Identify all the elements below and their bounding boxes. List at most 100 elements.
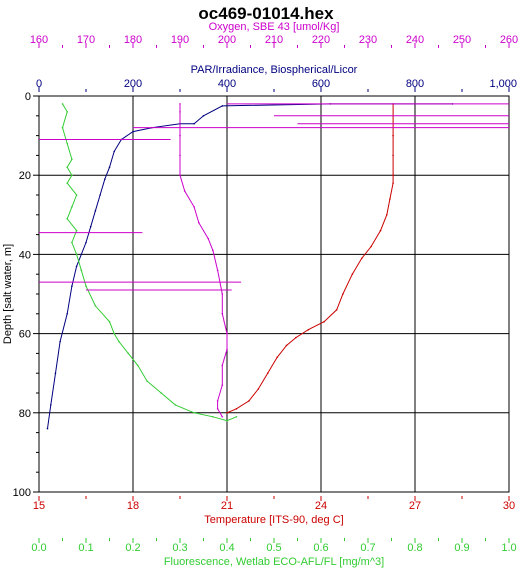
series-point-fluorescence — [193, 412, 195, 414]
series-point-par — [89, 225, 92, 228]
series-point-oxygen — [216, 400, 219, 402]
series-point-oxygen — [179, 134, 181, 137]
series-point-temperature — [307, 328, 310, 331]
series-point-temperature — [323, 320, 325, 323]
series-point-oxygen — [179, 174, 181, 176]
series-point-fluorescence — [61, 126, 64, 129]
y-axis-label: Depth [salt water, m] — [2, 244, 14, 344]
series-point-oxygen — [221, 384, 224, 386]
x-tick-label-fluorescence: 0.0 — [31, 542, 46, 554]
x-tick-label-fluorescence: 0.3 — [172, 542, 187, 554]
x-tick-label-fluorescence: 0.1 — [78, 542, 93, 554]
series-point-par — [75, 265, 78, 268]
series-point-fluorescence — [61, 103, 64, 105]
series-point-fluorescence — [127, 352, 130, 355]
series-point-fluorescence — [66, 166, 68, 169]
x-tick-label-temperature: 15 — [33, 500, 45, 512]
series-point-oxygen — [212, 249, 214, 252]
x-tick-label-fluorescence: 0.2 — [125, 542, 140, 554]
series-point-fluorescence — [174, 404, 177, 406]
series-point-fluorescence — [136, 364, 139, 367]
series-point-oxygen — [179, 111, 181, 113]
series-line-oxygen — [179, 103, 228, 418]
x-tick-label-oxygen: 200 — [218, 34, 236, 46]
series-point-fluorescence — [66, 182, 68, 184]
series-point-par — [132, 130, 134, 133]
series-point-oxygen — [221, 364, 224, 367]
series-point-fluorescence — [75, 194, 78, 196]
series-point-temperature — [360, 257, 363, 260]
x-tick-label-oxygen: 260 — [500, 34, 518, 46]
x-tick-label-temperature: 18 — [127, 500, 139, 512]
x-tick-label-oxygen: 230 — [359, 34, 377, 46]
series-point-par — [113, 150, 115, 153]
series-point-par — [221, 105, 224, 107]
series-point-oxygen — [207, 237, 209, 240]
x-tick-label-temperature: 30 — [503, 500, 515, 512]
series-point-fluorescence — [66, 142, 68, 145]
x-tick-label-fluorescence: 0.5 — [266, 542, 281, 554]
x-axis-label-temperature: Temperature [ITS-90, deg C] — [204, 514, 343, 526]
series-point-par — [46, 427, 49, 430]
series-line-par — [47, 103, 453, 429]
x-tick-label-fluorescence: 0.6 — [313, 542, 328, 554]
series-point-fluorescence — [113, 332, 115, 335]
y-tick-label: 40 — [19, 249, 31, 261]
y-tick-label: 20 — [19, 170, 31, 182]
series-point-oxygen — [221, 293, 224, 295]
series-point-oxygen — [179, 103, 181, 105]
x-tick-label-fluorescence: 0.9 — [454, 542, 469, 554]
series-point-temperature — [248, 400, 250, 402]
series-point-oxygen — [221, 415, 224, 418]
series-point-fluorescence — [235, 415, 238, 418]
series-point-fluorescence — [75, 229, 78, 232]
x-tick-label-fluorescence: 0.4 — [219, 542, 234, 554]
plot-frame — [38, 95, 510, 493]
series-point-temperature — [285, 344, 288, 347]
x-tick-label-oxygen: 170 — [77, 34, 95, 46]
series-point-par — [80, 253, 83, 256]
x-tick-label-par: 200 — [124, 78, 142, 90]
series-point-par — [54, 372, 57, 375]
series-point-fluorescence — [71, 241, 73, 244]
x-tick-label-par: 0 — [36, 78, 42, 90]
series-point-temperature — [257, 388, 260, 390]
x-tick-label-temperature: 24 — [315, 500, 327, 512]
series-point-par — [99, 194, 101, 196]
series-point-temperature — [226, 412, 228, 414]
series-point-oxygen — [179, 154, 181, 157]
y-tick-label: 60 — [19, 329, 31, 341]
series-point-oxygen — [226, 348, 228, 351]
series-point-fluorescence — [146, 380, 148, 382]
x-tick-label-fluorescence: 0.8 — [407, 542, 422, 554]
series-point-oxygen — [193, 206, 195, 208]
series-point-fluorescence — [212, 415, 214, 418]
series-point-fluorescence — [75, 253, 78, 256]
series-point-temperature — [370, 245, 372, 248]
series-point-temperature — [389, 198, 391, 200]
plot-area — [39, 103, 509, 430]
x-tick-label-par: 1,000 — [489, 78, 517, 90]
series-point-par — [49, 404, 52, 406]
x-tick-label-oxygen: 210 — [265, 34, 283, 46]
series-point-fluorescence — [94, 305, 97, 307]
series-point-fluorescence — [71, 174, 73, 176]
series-point-fluorescence — [160, 392, 162, 394]
series-point-oxygen — [226, 332, 228, 335]
series-point-temperature — [342, 293, 344, 295]
series-point-temperature — [351, 273, 354, 276]
series-point-temperature — [335, 309, 338, 311]
series-point-par — [94, 210, 97, 212]
series-point-oxygen — [216, 269, 219, 272]
x-tick-label-oxygen: 190 — [171, 34, 189, 46]
series-point-temperature — [392, 182, 394, 184]
x-axis-label-par: PAR/Irradiance, Biospherical/Licor — [191, 64, 358, 76]
y-tick-label: 0 — [25, 91, 31, 103]
series-point-oxygen — [221, 313, 224, 315]
x-tick-label-fluorescence: 0.7 — [360, 542, 375, 554]
series-point-fluorescence — [118, 340, 120, 343]
series-point-temperature — [392, 154, 394, 157]
x-tick-label-temperature: 21 — [221, 500, 233, 512]
series-point-oxygen — [216, 408, 219, 410]
